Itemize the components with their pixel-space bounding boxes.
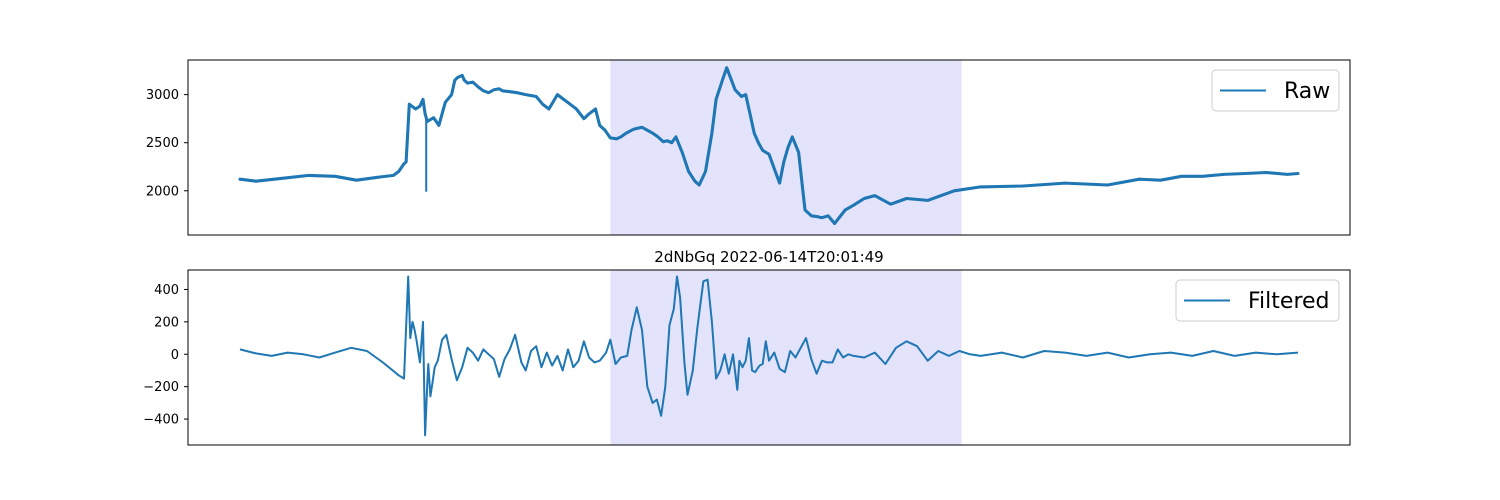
filtered-y-tick-label: 200 <box>154 315 179 330</box>
raw-legend[interactable]: Raw <box>1211 69 1340 112</box>
raw-y-axis: 2000 2500 3000 <box>146 88 188 199</box>
filtered-legend[interactable]: Filtered <box>1175 279 1340 322</box>
raw-legend-box <box>1211 69 1340 112</box>
filtered-plot-frame <box>187 269 1351 446</box>
raw-y-tick-label: 2500 <box>146 136 179 151</box>
filtered-y-tick-label: 0 <box>171 348 179 363</box>
filtered-y-tick-label: 400 <box>154 283 179 298</box>
filtered-subplot-title: 2dNbGq 2022-06-14T20:01:49 <box>654 248 883 266</box>
filtered-y-tick-label: −400 <box>143 413 179 428</box>
filtered-y-tick-label: −200 <box>143 380 179 395</box>
raw-subplot: 2000 2500 3000 Raw <box>146 59 1351 236</box>
raw-plot-frame <box>187 59 1351 236</box>
raw-y-tick-label: 2000 <box>146 184 179 199</box>
raw-y-tick-label: 3000 <box>146 88 179 103</box>
filtered-series-line <box>239 275 1299 437</box>
raw-series-line <box>239 66 1299 225</box>
filtered-highlight-band <box>610 270 962 445</box>
filtered-legend-label: Filtered <box>1248 289 1330 314</box>
raw-series-layer <box>238 66 1300 226</box>
filtered-legend-box <box>1175 279 1340 322</box>
filtered-subplot: −400 −200 0 200 400 Filtered <box>143 269 1351 446</box>
filtered-series-layer <box>239 275 1299 437</box>
filtered-y-axis: −400 −200 0 200 400 <box>143 283 188 428</box>
raw-highlight-band <box>610 60 962 235</box>
raw-legend-label: Raw <box>1284 79 1330 104</box>
